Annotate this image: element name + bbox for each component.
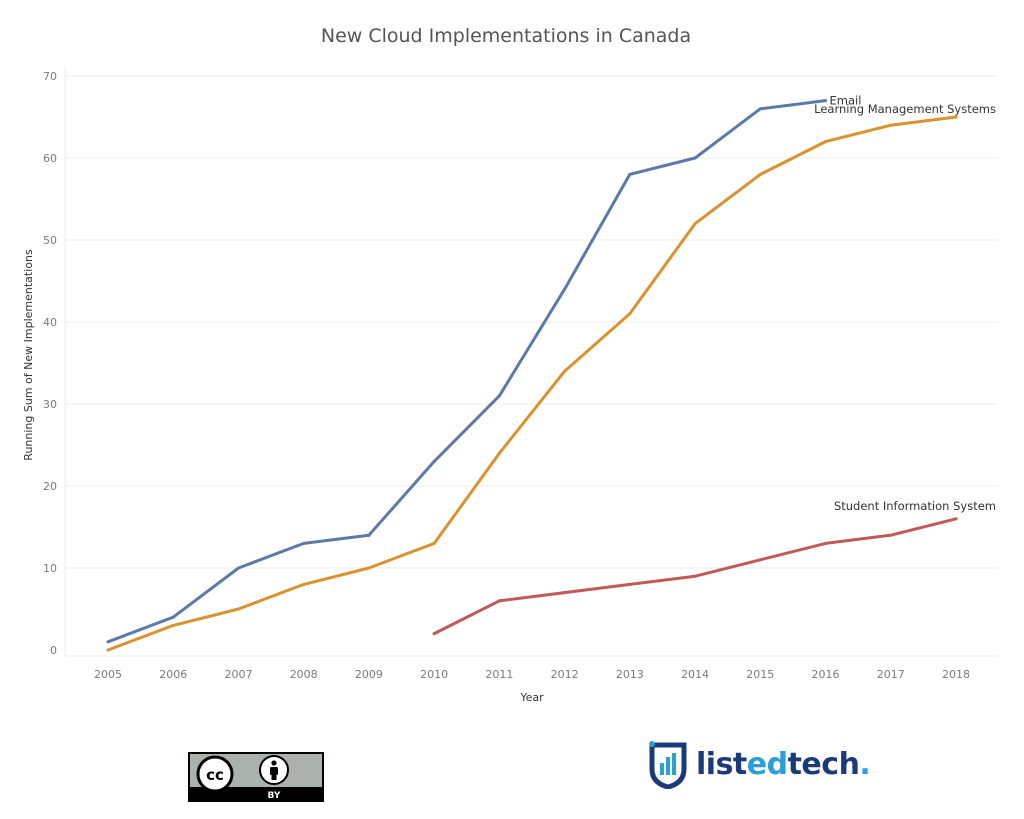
y-tick-label: 0: [50, 644, 57, 657]
x-tick-label: 2016: [812, 668, 840, 681]
svg-text:cc: cc: [206, 766, 224, 784]
data-point: [497, 394, 501, 398]
attribution-icon: [259, 755, 289, 785]
data-point: [693, 222, 697, 226]
data-point: [236, 607, 240, 611]
data-point: [497, 451, 501, 455]
data-point: [889, 123, 893, 127]
brand-part-tech: tech: [787, 746, 860, 782]
x-tick-label: 2012: [551, 668, 579, 681]
x-axis-title: Year: [519, 691, 544, 704]
data-point: [628, 582, 632, 586]
brand-dot: .: [859, 746, 871, 782]
x-tick-label: 2014: [681, 668, 709, 681]
x-tick-label: 2007: [224, 668, 252, 681]
x-tick-label: 2017: [877, 668, 905, 681]
data-point: [432, 632, 436, 636]
data-point: [889, 533, 893, 537]
shield-bars-icon: [649, 741, 687, 789]
data-point: [954, 517, 958, 521]
series-label: Learning Management Systems: [814, 102, 996, 116]
data-point: [824, 140, 828, 144]
data-point: [302, 582, 306, 586]
grid-lines: [64, 66, 998, 657]
creative-commons-icon: cc: [196, 755, 234, 793]
data-point: [824, 541, 828, 545]
listedtech-logo[interactable]: listedtech.: [646, 738, 871, 790]
y-tick-label: 40: [43, 316, 57, 329]
data-point: [824, 99, 828, 103]
data-point: [563, 591, 567, 595]
data-point: [497, 599, 501, 603]
brand-part-list: list: [696, 746, 747, 782]
data-point: [693, 574, 697, 578]
y-tick-label: 20: [43, 480, 57, 493]
y-tick-label: 10: [43, 562, 57, 575]
data-point: [758, 107, 762, 111]
line-chart: New Cloud Implementations in Canada 0 10 2…: [22, 25, 998, 704]
data-point: [367, 566, 371, 570]
data-point: [236, 566, 240, 570]
x-tick-label: 2006: [159, 668, 187, 681]
data-point: [302, 541, 306, 545]
data-point: [367, 533, 371, 537]
license-badge-text: BY: [268, 791, 281, 801]
x-tick-label: 2015: [746, 668, 774, 681]
x-tick-label: 2008: [290, 668, 318, 681]
data-point: [758, 172, 762, 176]
x-tick-label: 2018: [942, 668, 970, 681]
brand-wordmark: listedtech.: [696, 746, 871, 782]
x-tick-label: 2013: [616, 668, 644, 681]
x-tick-label: 2005: [94, 668, 122, 681]
data-point: [758, 558, 762, 562]
y-axis-title: Running Sum of New Implementations: [22, 249, 35, 461]
data-point: [106, 648, 110, 652]
data-point: [628, 172, 632, 176]
data-point: [432, 459, 436, 463]
data-point: [171, 615, 175, 619]
data-point: [693, 156, 697, 160]
x-tick-label: 2010: [420, 668, 448, 681]
data-point: [432, 541, 436, 545]
x-tick-label: 2009: [355, 668, 383, 681]
creative-commons-badge[interactable]: cc BY: [188, 752, 324, 802]
y-tick-label: 50: [43, 234, 57, 247]
data-point: [563, 287, 567, 291]
x-tick-label: 2011: [485, 668, 513, 681]
data-point: [628, 312, 632, 316]
series-lines: [106, 99, 958, 652]
x-axis-ticks: 2005 2006 2007 2008 2009 2010 2011 2012 2013 2014…: [94, 668, 970, 681]
series-line-1: [106, 115, 958, 652]
y-axis-ticks: 0 10 20 30 40 50 60 70: [43, 70, 57, 657]
data-point: [106, 640, 110, 644]
data-point: [563, 369, 567, 373]
series-line-0: [106, 99, 827, 644]
data-point: [171, 623, 175, 627]
y-tick-label: 30: [43, 398, 57, 411]
series-label: Student Information System: [834, 499, 996, 513]
brand-part-ed: ed: [746, 746, 788, 782]
chart-title: New Cloud Implementations in Canada: [321, 25, 691, 47]
y-tick-label: 70: [43, 70, 57, 83]
data-point: [954, 115, 958, 119]
series-label: Email: [830, 94, 862, 108]
y-tick-label: 60: [43, 152, 57, 165]
